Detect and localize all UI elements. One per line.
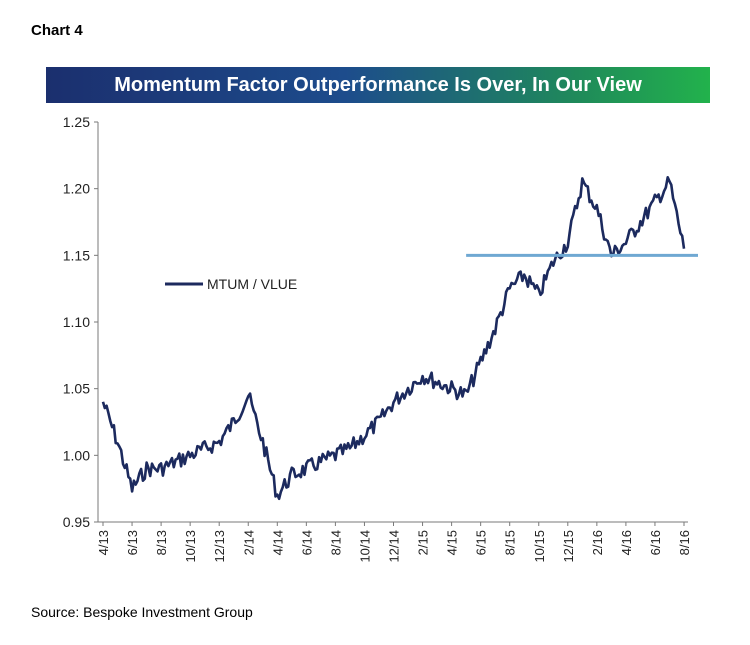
x-tick-label: 10/13 [183, 530, 198, 563]
x-tick-label: 6/13 [125, 530, 140, 555]
x-tick-label: 4/14 [270, 530, 285, 555]
y-axis: 1.25 1.20 1.15 1.10 1.05 1.00 0.95 [63, 114, 99, 530]
y-tick-label: 1.15 [63, 247, 90, 263]
x-tick-label: 12/15 [561, 530, 576, 563]
x-tick-label: 10/14 [357, 530, 372, 563]
x-tick-label: 12/13 [212, 530, 227, 563]
x-tick-label: 8/14 [328, 530, 343, 555]
x-tick-label: 8/16 [677, 530, 692, 555]
y-tick-label: 1.20 [63, 181, 90, 197]
y-tick-label: 1.25 [63, 114, 90, 130]
source-note: Source: Bespoke Investment Group [31, 604, 253, 620]
legend: MTUM / VLUE [165, 276, 297, 292]
legend-label: MTUM / VLUE [207, 276, 297, 292]
series-line-mtum-vlue [101, 176, 686, 501]
x-tick-label: 6/14 [299, 530, 314, 555]
chart-title: Momentum Factor Outperformance Is Over, … [46, 67, 710, 103]
y-tick-label: 1.05 [63, 381, 90, 397]
x-tick-label: 6/15 [474, 530, 489, 555]
x-tick-label: 2/16 [590, 530, 605, 555]
x-tick-label: 8/13 [154, 530, 169, 555]
x-tick-label: 10/15 [532, 530, 547, 563]
x-tick-label: 8/15 [503, 530, 518, 555]
x-tick-label: 4/13 [96, 530, 111, 555]
x-tick-label: 12/14 [387, 530, 402, 563]
y-tick-label: 0.95 [63, 514, 90, 530]
x-tick-label: 6/16 [648, 530, 663, 555]
chart-label: Chart 4 [31, 22, 83, 39]
y-tick-label: 1.10 [63, 314, 90, 330]
x-tick-label: 4/15 [445, 530, 460, 555]
x-tick-label: 2/14 [241, 530, 256, 555]
x-axis: 4/13 6/13 8/13 10/13 12/13 2/14 4/14 6/14 8/14 10… [96, 521, 692, 563]
y-tick-label: 1.00 [63, 447, 90, 463]
x-tick-label: 4/16 [619, 530, 634, 555]
x-tick-label: 2/15 [416, 530, 431, 555]
plot-area [101, 176, 698, 501]
